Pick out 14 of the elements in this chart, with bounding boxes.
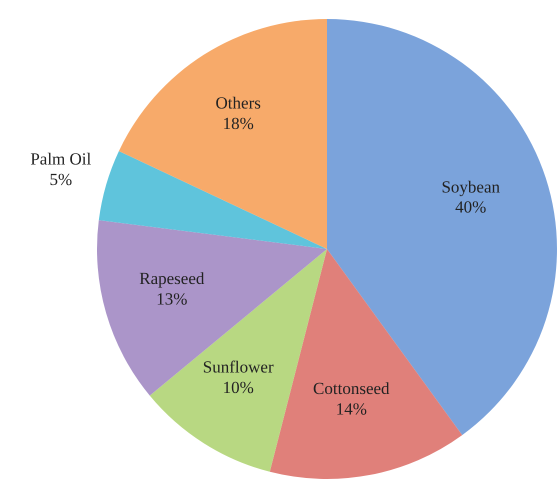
pie-slice <box>118 19 327 249</box>
slice-label: Soybean <box>441 177 501 196</box>
pie-slice <box>98 151 327 249</box>
slice-label: Sunflower <box>202 358 274 377</box>
data-label: 10% <box>222 378 254 398</box>
slice-label: Cottonseed <box>313 379 390 398</box>
data-label: 14% <box>336 400 367 419</box>
data-label: 40% <box>455 198 486 217</box>
slice-label: Rapeseed <box>139 269 205 288</box>
data-label: 18% <box>222 114 254 133</box>
slice-label: Others <box>216 94 261 113</box>
slice-label: Palm Oil <box>30 150 92 169</box>
data-label: 5% <box>49 170 72 190</box>
data-label: 13% <box>156 290 188 309</box>
